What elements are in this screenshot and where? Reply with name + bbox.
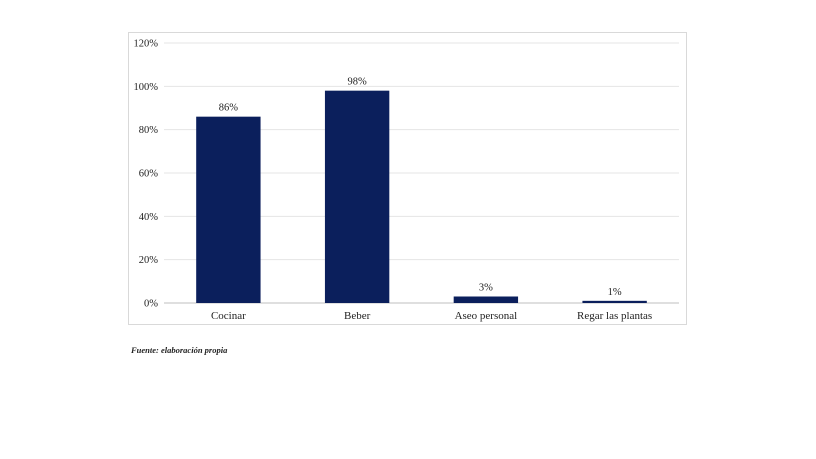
source-note: Fuente: elaboración propia bbox=[131, 345, 228, 355]
data-label: 98% bbox=[348, 77, 368, 88]
data-label: 1% bbox=[608, 287, 622, 298]
y-tick-label: 40% bbox=[139, 212, 159, 223]
y-tick-label: 100% bbox=[134, 82, 159, 93]
x-tick-label: Aseo personal bbox=[455, 310, 518, 322]
y-tick-label: 20% bbox=[139, 255, 159, 266]
x-tick-label: Regar las plantas bbox=[577, 310, 652, 322]
y-tick-label: 80% bbox=[139, 125, 159, 136]
data-label: 3% bbox=[479, 283, 493, 294]
bar-chart: 0% 20% 40% 60% 80% 100% 120% 86% Cocinar 98% Beber… bbox=[134, 39, 679, 322]
data-label: 86% bbox=[219, 103, 239, 114]
x-tick-label: Beber bbox=[344, 310, 371, 322]
y-tick-label: 0% bbox=[144, 299, 158, 310]
x-tick-label: Cocinar bbox=[211, 310, 246, 322]
y-tick-label: 120% bbox=[134, 39, 159, 50]
bar bbox=[453, 296, 519, 303]
chart-frame: 0% 20% 40% 60% 80% 100% 120% 86% Cocinar 98% Beber… bbox=[128, 32, 687, 325]
bar bbox=[324, 90, 390, 303]
y-tick-label: 60% bbox=[139, 169, 159, 180]
bar bbox=[582, 300, 647, 303]
bar bbox=[196, 116, 261, 304]
